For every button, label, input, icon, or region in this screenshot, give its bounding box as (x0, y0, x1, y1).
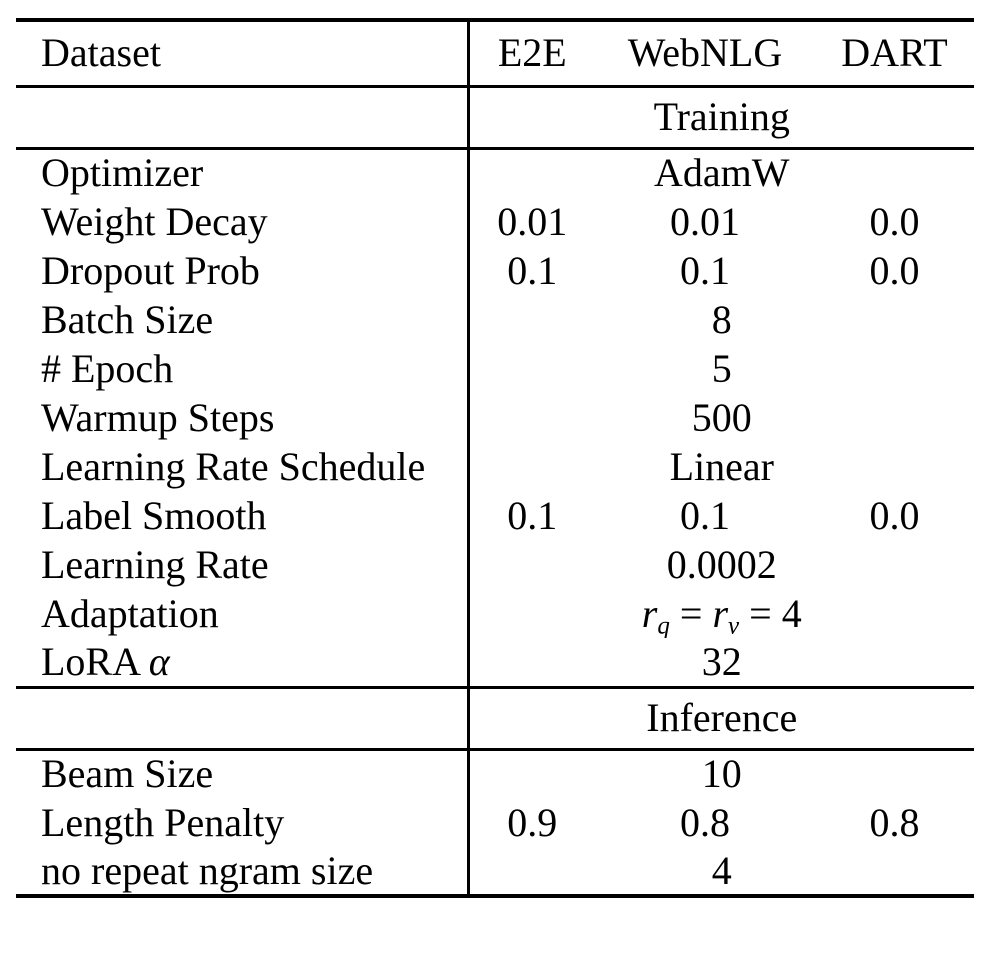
math-expression: rq = rv = 4 (466, 589, 974, 638)
section-empty-cell (16, 86, 468, 150)
column-header-webnlg: WebNLG (595, 20, 815, 88)
math-equals: = (749, 590, 772, 636)
cell-value-span: 8 (466, 295, 974, 344)
table-row-adaptation: Adaptation rq = rv = 4 (16, 589, 974, 638)
column-header-e2e: E2E (466, 20, 595, 88)
math-variable: r (641, 590, 658, 636)
math-subscript: v (728, 611, 740, 638)
section-title-training: Training (466, 86, 974, 150)
cell-value-span: Linear (466, 442, 974, 491)
table-row-beam-size: Beam Size 10 (16, 749, 974, 798)
column-header-dart: DART (815, 20, 974, 88)
section-row-training: Training (16, 86, 974, 150)
row-label: Beam Size (41, 751, 214, 797)
cell-value-span: 0.0002 (466, 540, 974, 589)
column-header-dataset: Dataset (16, 20, 468, 88)
cell-value-span: 32 (466, 638, 974, 689)
row-label: Adaptation (41, 590, 219, 636)
cell-value: 0.01 (466, 197, 595, 246)
table-row-optimizer: Optimizer AdamW (16, 148, 974, 197)
row-label: Label Smooth (41, 492, 267, 538)
row-label: Warmup Steps (41, 394, 275, 440)
cell-value-span: AdamW (466, 148, 974, 197)
row-label: LoRA α (16, 638, 468, 689)
cell-value-span: 5 (466, 344, 974, 393)
cell-value: 0.8 (869, 799, 920, 845)
math-variable: r (712, 590, 729, 636)
row-label: Learning Rate Schedule (41, 443, 426, 489)
cell-value: 0.9 (466, 798, 595, 847)
cell-value: 0.0 (869, 247, 920, 293)
cell-value-span: 4 (466, 847, 974, 896)
table-row-dropout-prob: Dropout Prob 0.1 0.1 0.0 (16, 246, 974, 295)
section-empty-cell (16, 687, 468, 751)
row-label: Dropout Prob (41, 247, 260, 293)
row-label: Weight Decay (41, 198, 268, 244)
table-header-row: Dataset E2E WebNLG DART (16, 20, 974, 88)
cell-value: 0.0 (869, 492, 920, 538)
math-value: 4 (781, 590, 802, 636)
table-row-warmup-steps: Warmup Steps 500 (16, 393, 974, 442)
row-label: Optimizer (41, 150, 204, 196)
section-title-inference: Inference (466, 687, 974, 751)
table-row-length-penalty: Length Penalty 0.9 0.8 0.8 (16, 798, 974, 847)
row-label: no repeat ngram size (41, 847, 374, 893)
math-alpha-symbol: α (148, 638, 170, 684)
table-row-batch-size: Batch Size 8 (16, 295, 974, 344)
cell-value: 0.01 (670, 198, 740, 244)
cell-value: 0.8 (680, 799, 730, 845)
cell-value: 0.0 (869, 198, 920, 244)
cell-value-span: 10 (466, 749, 974, 798)
row-label: Batch Size (41, 296, 214, 342)
cell-value: 0.1 (680, 492, 730, 538)
row-label: Length Penalty (41, 799, 285, 845)
cell-value: 0.1 (680, 247, 730, 293)
section-row-inference: Inference (16, 687, 974, 751)
table-row-no-repeat-ngram: no repeat ngram size 4 (16, 847, 974, 896)
paper-table-page: { "colors": { "background": "#ffffff", "… (0, 18, 986, 960)
cell-value: 0.1 (466, 246, 595, 295)
table-row-weight-decay: Weight Decay 0.01 0.01 0.0 (16, 197, 974, 246)
cell-value-span: 500 (466, 393, 974, 442)
table-row-lr-schedule: Learning Rate Schedule Linear (16, 442, 974, 491)
cell-value: 0.1 (466, 491, 595, 540)
math-subscript: q (657, 611, 670, 638)
row-label: Learning Rate (41, 541, 269, 587)
row-label-text: LoRA (41, 638, 139, 684)
math-equals: = (679, 590, 703, 636)
hyperparameters-table: Dataset E2E WebNLG DART Training Optimiz… (16, 18, 974, 898)
table-row-label-smooth: Label Smooth 0.1 0.1 0.0 (16, 491, 974, 540)
row-label: # Epoch (41, 345, 174, 391)
table-row-epoch: # Epoch 5 (16, 344, 974, 393)
table-row-learning-rate: Learning Rate 0.0002 (16, 540, 974, 589)
table-row-lora-alpha: LoRA α 32 (16, 638, 974, 689)
